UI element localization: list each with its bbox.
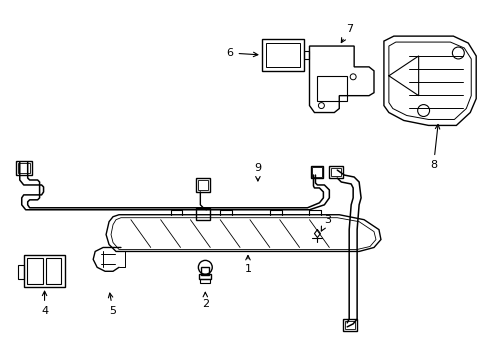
Bar	[18, 163, 30, 173]
Bar	[201, 267, 209, 275]
Bar	[196, 178, 210, 192]
Text: 6: 6	[226, 48, 258, 58]
Bar	[199, 274, 211, 279]
Bar	[343, 319, 357, 331]
Text: 5: 5	[108, 293, 117, 316]
Text: 8: 8	[430, 125, 440, 170]
Text: 1: 1	[245, 256, 251, 274]
Bar	[16, 161, 32, 175]
Text: 9: 9	[254, 163, 262, 181]
Bar	[198, 180, 208, 190]
Text: 4: 4	[41, 291, 48, 316]
Text: 3: 3	[321, 215, 331, 231]
Bar	[329, 166, 343, 178]
Bar	[331, 168, 341, 176]
Bar	[313, 167, 322, 177]
Bar	[303, 51, 309, 59]
Bar	[318, 76, 347, 100]
Bar	[345, 321, 355, 329]
Bar	[24, 255, 65, 287]
Text: 7: 7	[342, 24, 353, 42]
Bar	[200, 279, 210, 283]
Text: 2: 2	[202, 292, 209, 309]
Bar	[312, 166, 323, 178]
Bar	[196, 208, 210, 220]
Bar	[262, 39, 303, 71]
Bar	[26, 258, 43, 284]
Bar	[18, 265, 24, 279]
Bar	[46, 258, 61, 284]
Bar	[266, 43, 299, 67]
